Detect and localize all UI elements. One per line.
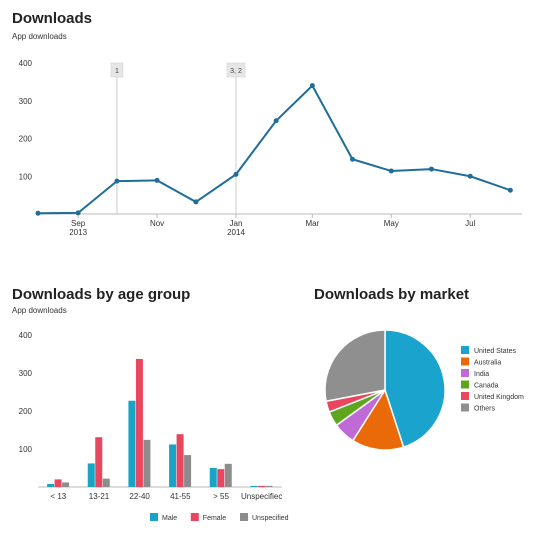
downloads-title: Downloads xyxy=(12,10,93,27)
event-marker-label: 1 xyxy=(115,68,119,75)
legend-label: Canada xyxy=(474,383,499,390)
legend-label-female: Female xyxy=(203,515,226,522)
y-tick-label: 300 xyxy=(19,369,33,378)
event-marker-box xyxy=(110,62,124,78)
legend-label: United States xyxy=(474,348,517,355)
bar-unspecified xyxy=(143,439,151,487)
x-tick-label: 41-55 xyxy=(170,492,191,501)
legend-swatch xyxy=(461,357,469,366)
legend-swatch-male xyxy=(150,513,158,521)
bar-female xyxy=(54,479,62,487)
legend-swatch xyxy=(461,403,469,412)
bar-female xyxy=(135,358,143,487)
age-subtitle: App downloads xyxy=(12,306,67,315)
x-tick-label: Unspecifiec xyxy=(241,492,282,501)
legend-label: India xyxy=(474,371,489,378)
bar-female xyxy=(217,469,225,487)
bar-female xyxy=(95,437,103,487)
data-point xyxy=(388,168,394,174)
data-point xyxy=(193,199,199,205)
y-tick-label: 400 xyxy=(19,331,33,340)
data-point xyxy=(75,210,81,216)
y-tick-label: 200 xyxy=(19,407,33,416)
data-point xyxy=(467,173,473,179)
y-tick-label: 200 xyxy=(19,135,33,144)
event-marker-label: 3, 2 xyxy=(230,68,242,75)
downloads-series-line xyxy=(37,84,511,215)
legend-swatch xyxy=(461,346,469,354)
bar-unspecified xyxy=(102,478,110,487)
x-tick-label: < 13 xyxy=(50,492,66,501)
event-marker-box xyxy=(226,62,246,78)
pie-slice xyxy=(384,329,446,449)
pie-slice xyxy=(351,388,405,451)
y-tick-label: 400 xyxy=(19,59,33,68)
y-tick-label: 100 xyxy=(19,445,33,454)
data-point xyxy=(273,118,279,124)
legend-swatch-unspecified xyxy=(240,513,248,521)
bar-male xyxy=(250,485,258,487)
data-point xyxy=(154,177,160,183)
legend-label: Others xyxy=(474,406,496,413)
pie-slice xyxy=(324,329,386,403)
legend-label-unspecified: Unspecified xyxy=(252,515,289,522)
data-point xyxy=(114,178,120,184)
data-point xyxy=(309,83,315,89)
market-title: Downloads by market xyxy=(314,286,470,303)
bar-male xyxy=(128,400,136,487)
bar-unspecified xyxy=(184,455,192,487)
data-point xyxy=(428,166,434,172)
bar-unspecified xyxy=(224,463,232,487)
x-tick-label: 22-40 xyxy=(129,492,150,501)
bar-male xyxy=(47,483,55,487)
x-tick-label: May xyxy=(384,219,399,228)
x-tick-label: Jul xyxy=(465,219,475,228)
bar-male xyxy=(169,444,177,487)
data-point xyxy=(349,156,355,162)
legend-label: United Kingdom xyxy=(474,394,524,401)
legend-label-male: Male xyxy=(162,515,177,522)
bar-unspecified xyxy=(265,485,273,487)
y-tick-label: 100 xyxy=(19,172,33,181)
x-tick-sublabel: 2014 xyxy=(227,228,245,237)
bar-female xyxy=(176,434,184,487)
x-tick-label: Mar xyxy=(305,219,319,228)
data-point xyxy=(507,187,513,193)
bar-male xyxy=(87,463,95,487)
bar-female xyxy=(257,485,265,487)
data-point xyxy=(233,171,239,177)
age-title: Downloads by age group xyxy=(12,286,191,303)
market-pie-chart: United States Australia India Canada United … xyxy=(324,329,524,451)
x-tick-sublabel: 2013 xyxy=(69,228,87,237)
legend-swatch xyxy=(461,369,469,377)
bar-male xyxy=(209,468,217,487)
legend-swatch-female xyxy=(190,513,199,521)
legend-swatch xyxy=(461,392,469,400)
legend-label: Australia xyxy=(474,360,501,367)
x-tick-label: Jan xyxy=(230,219,243,228)
legend-swatch xyxy=(461,380,469,389)
y-tick-label: 300 xyxy=(19,97,33,106)
age-bar-chart: 100 200 300 400 < 13 13-21 22-40 41-55 > 55 Unspe… xyxy=(19,331,289,522)
data-point xyxy=(35,210,41,216)
x-tick-label: > 55 xyxy=(213,492,229,501)
x-tick-label: Sep xyxy=(71,219,86,228)
x-tick-label: 13-21 xyxy=(89,492,110,501)
bar-unspecified xyxy=(62,482,70,487)
downloads-subtitle: App downloads xyxy=(12,32,67,41)
x-tick-label: Nov xyxy=(150,219,164,228)
